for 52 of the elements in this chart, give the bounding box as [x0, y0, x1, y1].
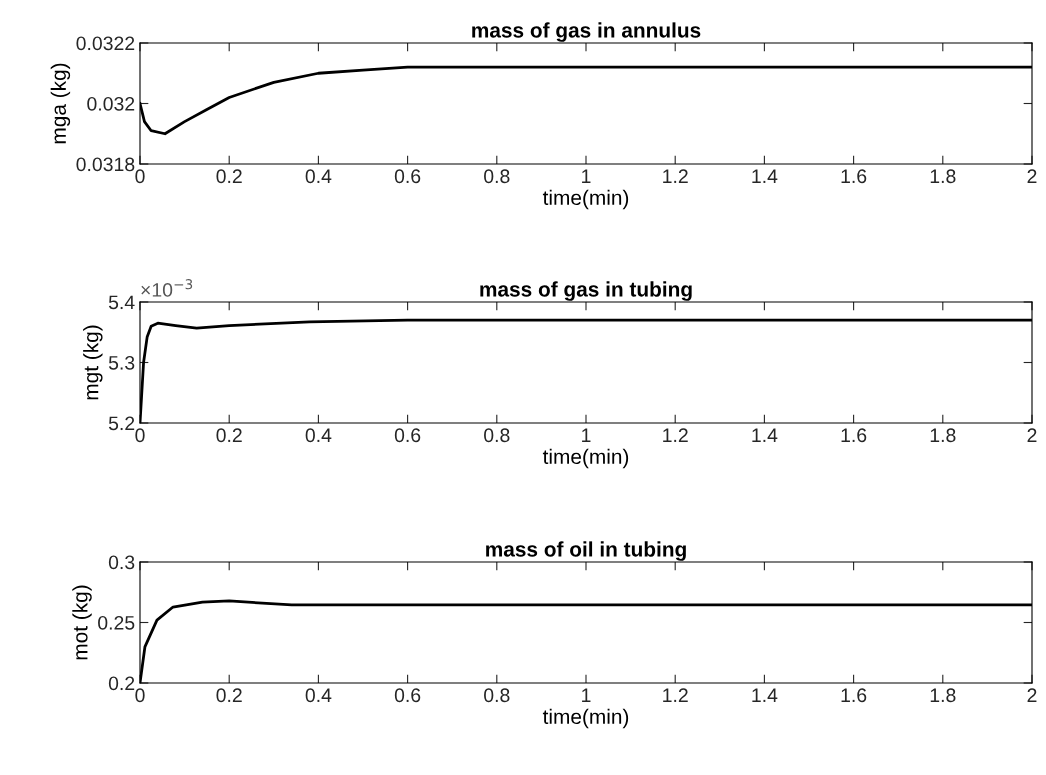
x-tick-label: 0.6 [394, 428, 421, 443]
x-tick-label: 0.4 [305, 428, 332, 443]
x-tick-label: 1.8 [930, 428, 956, 443]
x-axis-title: time(min) [542, 189, 629, 210]
y-axis-title: mot (kg) [72, 585, 92, 660]
chart-title: mass of gas in annulus [472, 22, 701, 42]
y-tick-label: 0.2 [108, 676, 135, 691]
x-tick-label: 0.6 [394, 169, 421, 184]
x-tick-label: 1.6 [841, 169, 867, 184]
x-tick-label: 1 [582, 688, 591, 702]
y-axis-title: mga (kg) [50, 63, 71, 144]
x-tick-label: 2 [1027, 688, 1037, 702]
x-tick-label: 1.4 [752, 688, 778, 702]
x-tick-label: 0.8 [484, 169, 510, 184]
x-tick-label: 1.4 [752, 428, 778, 442]
x-axis-title: time(min) [542, 448, 629, 469]
x-tick-label: 1.6 [841, 428, 867, 443]
y-tick-label: 0.25 [98, 615, 135, 630]
y-tick-label: 0.0322 [76, 36, 135, 51]
x-tick-label: 1 [582, 428, 591, 442]
chart-title: mass of gas in tubing [480, 281, 692, 301]
x-tick-label: 1.6 [841, 688, 867, 703]
x-tick-label: 0.8 [484, 428, 510, 443]
x-tick-label: 0.4 [305, 169, 332, 184]
x-tick-label: 0.6 [394, 688, 421, 703]
x-tick-label: 2 [1027, 169, 1037, 183]
y-axis-title: mgt (kg) [83, 325, 103, 400]
y-tick-label: 5.2 [108, 416, 135, 431]
x-tick-label: 0.8 [484, 688, 510, 703]
x-tick-label: 0.2 [216, 688, 242, 703]
x-tick-label: 0.2 [216, 428, 242, 443]
x-tick-label: 1.2 [663, 169, 688, 183]
x-tick-label: 1.4 [752, 169, 778, 183]
x-tick-label: 0.4 [305, 688, 332, 703]
y-tick-label: 0.032 [87, 96, 135, 111]
x-tick-label: 0.2 [216, 169, 242, 184]
y-tick-label: 0.3 [108, 555, 135, 570]
x-tick-label: 1.2 [663, 428, 688, 442]
y-tick-label: 5.3 [108, 355, 135, 370]
x-tick-label: 1 [582, 169, 591, 183]
chart-title: mass of oil in tubing [486, 541, 686, 561]
x-tick-label: 1.2 [663, 688, 688, 702]
y-tick-label: 0.0318 [76, 157, 135, 172]
x-tick-label: 2 [1027, 428, 1037, 442]
x-tick-label: 0 [135, 688, 145, 703]
x-axis-title: time(min) [542, 708, 629, 729]
x-tick-label: 1.8 [930, 169, 956, 184]
y-tick-label: 5.4 [108, 295, 135, 310]
x-tick-label: 0 [135, 169, 145, 184]
x-tick-label: 0 [135, 428, 145, 443]
text: ×10$^{−3}$ [141, 279, 193, 297]
x-tick-label: 1.8 [930, 688, 956, 703]
